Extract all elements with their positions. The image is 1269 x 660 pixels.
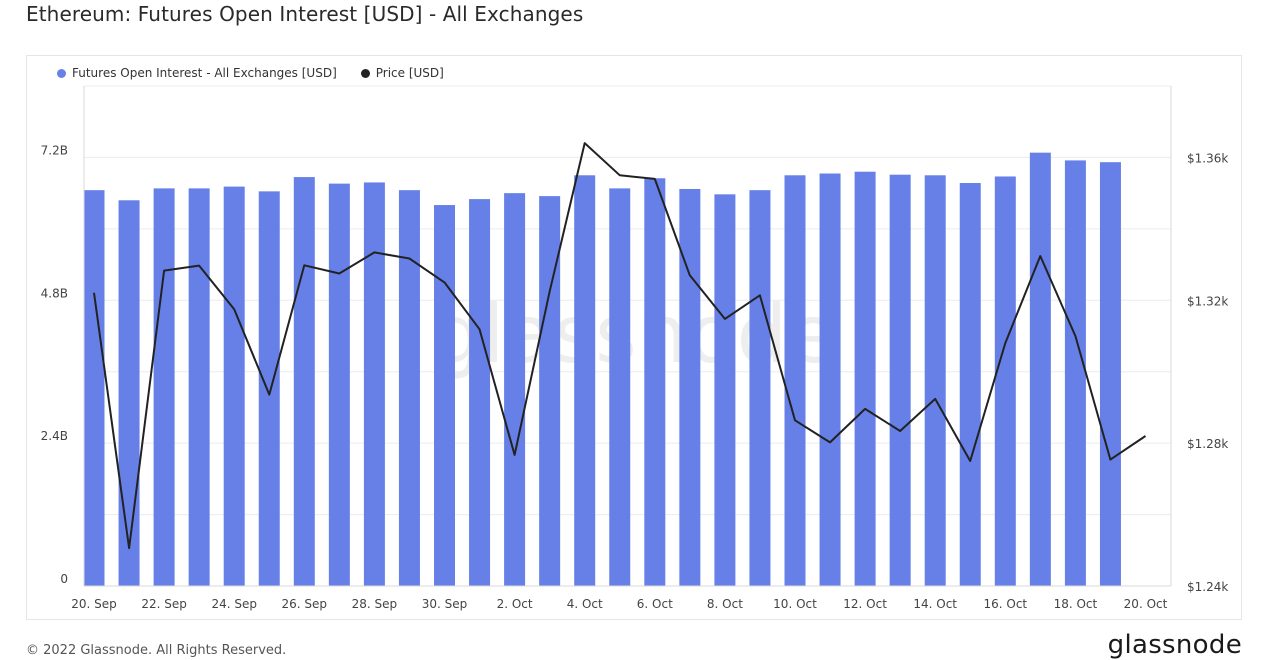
x-tick-label: 30. Sep [422, 597, 468, 611]
legend-label-open-interest: Futures Open Interest - All Exchanges [U… [72, 66, 337, 80]
x-tick-label: 10. Oct [773, 597, 817, 611]
watermark: glassnode [431, 288, 836, 381]
x-tick-label: 6. Oct [637, 597, 673, 611]
bar [223, 186, 245, 586]
bar [714, 194, 736, 587]
x-tick-label: 4. Oct [567, 597, 603, 611]
y-right-tick-label: $1.28k [1187, 437, 1228, 451]
bar [679, 188, 701, 586]
legend-label-price: Price [USD] [375, 66, 444, 80]
legend-item-open-interest[interactable]: Futures Open Interest - All Exchanges [U… [57, 66, 337, 80]
bar [153, 188, 175, 586]
legend-dot-price [360, 68, 370, 78]
bar [994, 176, 1016, 586]
y-right-tick-label: $1.32k [1187, 294, 1228, 308]
x-tick-label: 14. Oct [913, 597, 957, 611]
legend-item-price[interactable]: Price [USD] [360, 66, 444, 80]
bar [118, 200, 140, 587]
bar [819, 173, 841, 586]
x-tick-label: 20. Sep [71, 597, 117, 611]
y-left-tick-label: 7.2B [41, 143, 68, 157]
y-left-tick-label: 2.4B [41, 429, 68, 443]
bar [784, 175, 806, 587]
bar [434, 205, 455, 587]
bar [749, 190, 771, 586]
legend-dot-open-interest [57, 68, 66, 78]
bars-group [83, 152, 1121, 587]
bar [539, 196, 561, 586]
copyright-footer: © 2022 Glassnode. All Rights Reserved. [26, 643, 287, 658]
page-title: Ethereum: Futures Open Interest [USD] - … [26, 2, 584, 26]
bar [363, 182, 385, 586]
bar [328, 183, 350, 586]
x-tick-label: 26. Sep [282, 597, 328, 611]
bar [83, 190, 105, 586]
bar [574, 175, 596, 587]
y-right-tick-label: $1.36k [1187, 151, 1228, 165]
bar [854, 171, 876, 586]
bar [889, 174, 911, 586]
glassnode-logo: glassnode [1107, 630, 1242, 660]
x-tick-label: 2. Oct [497, 597, 533, 611]
bar [1099, 162, 1121, 586]
bar [1029, 152, 1051, 586]
y-left-tick-label: 4.8B [41, 286, 68, 300]
x-tick-label: 18. Oct [1054, 597, 1098, 611]
x-tick-label: 12. Oct [843, 597, 887, 611]
y-left-tick-label: 0 [60, 572, 68, 586]
bar [188, 188, 210, 586]
x-tick-label: 20. Oct [1124, 597, 1168, 611]
price-line [93, 142, 1147, 550]
bar [1064, 160, 1086, 586]
bar [469, 199, 491, 586]
price-line-group [93, 142, 1147, 550]
bar [504, 193, 526, 586]
chart-frame [26, 55, 1242, 620]
x-tick-label: 22. Sep [141, 597, 187, 611]
bar [398, 190, 420, 586]
x-tick-label: 16. Oct [983, 597, 1027, 611]
bar [258, 191, 280, 586]
x-tick-label: 24. Sep [211, 597, 257, 611]
bar [609, 188, 631, 586]
bar [924, 175, 946, 587]
x-tick-label: 28. Sep [352, 597, 398, 611]
x-tick-label: 8. Oct [707, 597, 743, 611]
bar [959, 183, 981, 586]
y-right-tick-label: $1.24k [1187, 580, 1228, 594]
axes-group: 0 2.4B 4.8B 7.2B $1.24k $1.28k $1.32k $1.36k 20.… [41, 86, 1228, 611]
chart-legend: Futures Open Interest - All Exchanges [U… [57, 66, 444, 80]
bar [644, 178, 666, 586]
bar [293, 177, 315, 587]
